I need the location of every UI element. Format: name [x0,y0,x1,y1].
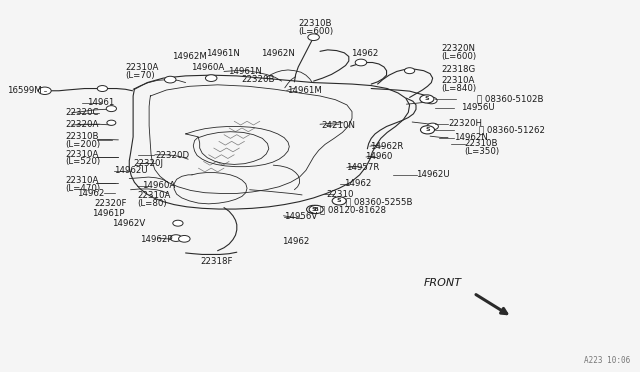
Text: 14956V: 14956V [284,212,317,221]
Text: 22318F: 22318F [200,257,232,266]
Circle shape [106,106,116,112]
Text: 22320J: 22320J [133,159,163,168]
Text: 22320A: 22320A [65,121,99,129]
Text: A223 10:06: A223 10:06 [584,356,630,365]
Text: 14962U: 14962U [416,170,450,179]
Text: 14962V: 14962V [112,219,145,228]
Text: (L=600): (L=600) [298,27,333,36]
Text: (L=200): (L=200) [65,140,100,149]
Text: 14956U: 14956U [461,103,495,112]
Text: 14962: 14962 [77,189,104,198]
Text: 16599M: 16599M [7,86,42,95]
Text: S: S [337,198,342,203]
Text: 14957R: 14957R [346,163,379,172]
Text: 22310B: 22310B [465,139,498,148]
Text: 14962M: 14962M [172,52,206,61]
Text: 14960A: 14960A [191,63,224,72]
Text: (L=350): (L=350) [465,147,500,156]
Text: 22310B: 22310B [299,19,332,28]
Circle shape [420,126,435,134]
Text: Ⓢ 08360-5255B: Ⓢ 08360-5255B [346,197,412,206]
Text: Ⓢ 08360-51262: Ⓢ 08360-51262 [479,125,545,134]
Text: 14962: 14962 [282,237,309,246]
Text: 22320D: 22320D [155,151,189,160]
Text: 22310A: 22310A [137,191,170,200]
Text: (L=520): (L=520) [65,157,100,166]
Text: 22310A: 22310A [65,150,99,158]
Text: (L=840): (L=840) [442,84,477,93]
Circle shape [420,95,434,103]
Text: 22310B: 22310B [65,132,99,141]
Circle shape [355,59,367,66]
Circle shape [179,235,190,242]
Text: 22320C: 22320C [65,108,99,117]
Text: 14960A: 14960A [142,182,175,190]
Text: 22310A: 22310A [125,63,159,72]
Text: FRONT: FRONT [424,278,462,288]
Circle shape [426,97,437,104]
Text: B: B [314,207,319,212]
Circle shape [173,220,183,226]
Text: 14962: 14962 [351,49,378,58]
Text: S: S [425,127,430,132]
Circle shape [309,205,323,214]
Text: 22310: 22310 [326,190,354,199]
Circle shape [107,120,116,125]
Text: 22310A: 22310A [442,76,475,85]
Circle shape [404,68,415,74]
Text: ⓑ 08120-81628: ⓑ 08120-81628 [320,205,386,214]
Text: S: S [424,96,429,102]
Text: 14962R: 14962R [370,142,403,151]
Text: S: S [311,207,316,212]
Circle shape [308,34,319,41]
Text: 14961N: 14961N [228,67,262,76]
Text: 14960: 14960 [365,153,392,161]
Text: 14962U: 14962U [114,166,148,175]
Text: 14962N: 14962N [454,133,488,142]
Circle shape [205,75,217,81]
Text: 14961M: 14961M [287,86,321,95]
Circle shape [332,197,346,205]
Circle shape [164,76,176,83]
Text: 14961P: 14961P [92,209,124,218]
Text: (L=70): (L=70) [125,71,155,80]
Text: 22320F: 22320F [95,199,127,208]
Circle shape [427,123,438,130]
Text: Ⓢ 08360-5102B: Ⓢ 08360-5102B [477,94,543,103]
Text: 22320H: 22320H [448,119,482,128]
Circle shape [38,87,51,94]
Text: 14962P: 14962P [140,235,172,244]
Text: 14961: 14961 [87,98,115,107]
Text: (L=600): (L=600) [442,52,477,61]
Text: 14962: 14962 [344,179,372,188]
Text: 14962N: 14962N [261,49,295,58]
Text: 24210N: 24210N [321,121,355,130]
Text: 14961N: 14961N [206,49,240,58]
Circle shape [97,86,108,92]
Text: 22318G: 22318G [442,65,476,74]
Text: 22320N: 22320N [442,44,476,53]
Circle shape [170,235,182,241]
Text: 22310A: 22310A [65,176,99,185]
Text: (L=80): (L=80) [137,199,166,208]
Text: 22320B: 22320B [241,75,275,84]
Circle shape [307,205,321,214]
Text: (L=470): (L=470) [65,184,100,193]
